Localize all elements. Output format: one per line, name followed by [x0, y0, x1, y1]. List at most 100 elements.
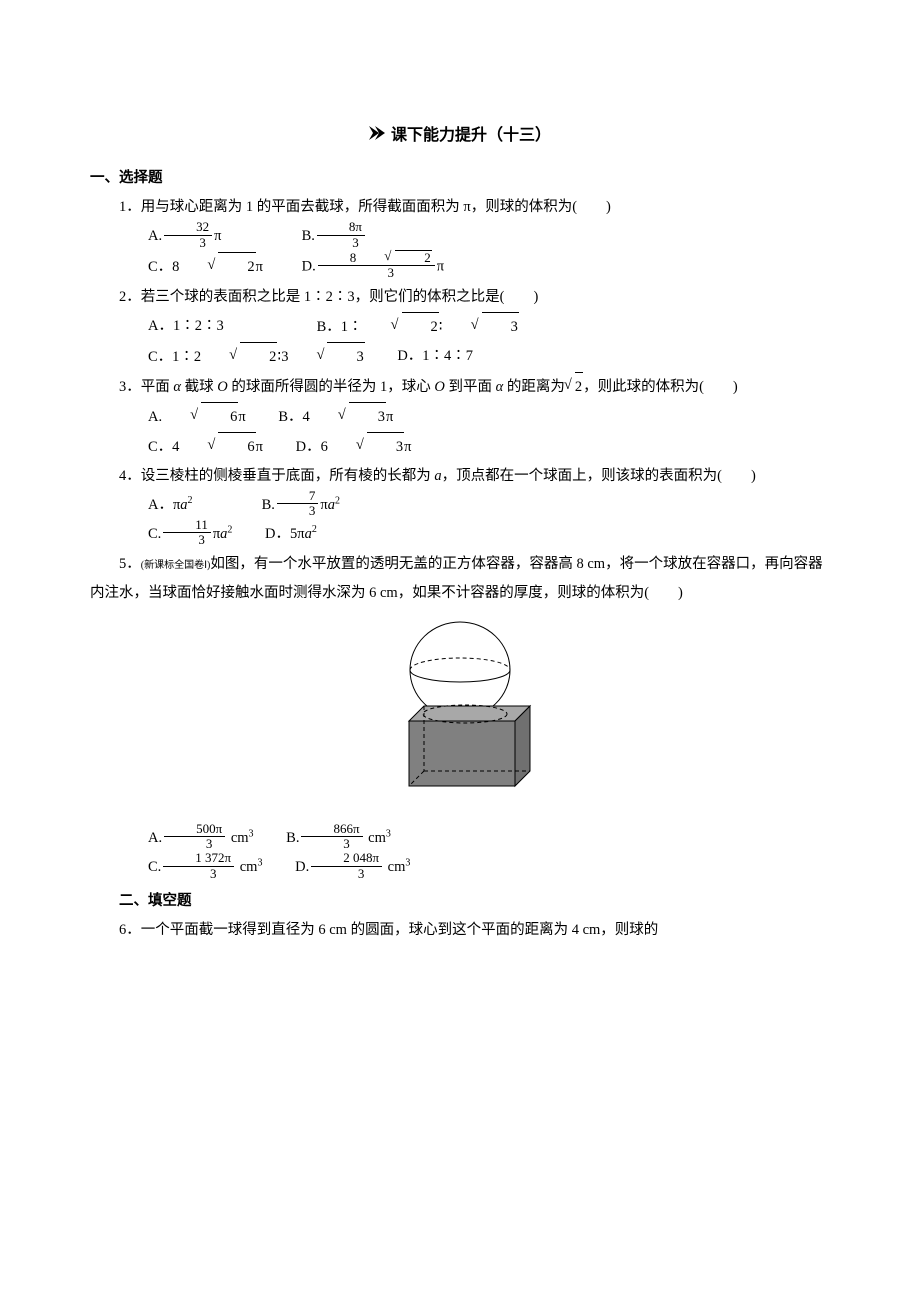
exp: 3	[405, 858, 410, 869]
suffix: π	[256, 439, 263, 455]
O: O	[434, 379, 444, 395]
q5-options-row1: A.500π3 cm3 B.866π3 cm3	[90, 824, 830, 854]
suffix: π	[437, 259, 444, 275]
numerator: 11	[163, 518, 211, 533]
sqrt: 2	[179, 252, 255, 282]
numerator: 500π	[164, 822, 225, 837]
t4: 到平面	[445, 379, 496, 395]
t1: 4．设三棱柱的侧棱垂直于底面，所有棱的长都为	[119, 468, 434, 484]
opt-label: C．1∶2	[148, 349, 201, 365]
title-text: 课下能力提升（十三）	[391, 127, 551, 144]
denominator: 3	[164, 236, 212, 250]
radicand: 3	[367, 432, 404, 462]
sqrt: 3	[310, 402, 386, 432]
opt-label: A.	[148, 830, 162, 846]
sqrt: 2	[201, 342, 277, 372]
q3-opt-c: C．4 6π	[119, 432, 263, 462]
q2-opt-d: D．1∶4∶7	[368, 342, 518, 371]
sqrt: 6	[179, 432, 255, 462]
exp: 2	[188, 495, 193, 506]
exp: 3	[386, 828, 391, 839]
q1-options-row1: A.323π B.8π3	[90, 222, 830, 252]
sqrt: 2	[565, 372, 583, 402]
q5-opt-b: B.866π3 cm3	[257, 824, 407, 854]
fraction: 113	[163, 518, 211, 548]
unit: cm	[365, 830, 386, 846]
section-1: 一、选择题	[90, 164, 830, 193]
opt-label: B.	[302, 228, 315, 244]
sqrt: 3	[443, 312, 519, 342]
fraction: 2 048π3	[311, 851, 382, 881]
question-4: 4．设三棱柱的侧棱垂直于底面，所有棱的长都为 a，顶点都在一个球面上，则该球的表…	[90, 462, 830, 491]
radicand: 6	[201, 402, 238, 432]
radicand: 3	[327, 342, 364, 372]
radicand: 6	[218, 432, 255, 462]
opt-label: B.	[286, 830, 299, 846]
q2-options-row2: C．1∶22∶33 D．1∶4∶7	[90, 342, 830, 372]
question-1: 1．用与球心距离为 1 的平面去截球，所得截面面积为 π，则球的体积为( )	[90, 193, 830, 222]
denominator: 3	[277, 504, 319, 518]
opt-label: B．4	[278, 409, 309, 425]
opt-label: C．	[148, 259, 172, 275]
q4-options-row2: C.113πa2 D．5πa2	[90, 520, 830, 550]
opt-label: A.	[148, 409, 162, 425]
unit: cm	[236, 859, 257, 875]
numerator: 1 372π	[163, 851, 234, 866]
denominator: 3	[317, 236, 365, 250]
fraction: 8π3	[317, 220, 365, 250]
radicand: 2	[218, 252, 255, 282]
q1-opt-d: D.823π	[273, 252, 444, 283]
suffix: π	[256, 259, 263, 275]
numerator: 82	[318, 250, 435, 266]
numerator: 7	[277, 489, 319, 504]
q3-options-row1: A.6π B．43π	[90, 402, 830, 432]
denominator: 3	[163, 867, 234, 881]
opt-label: D．6	[296, 439, 328, 455]
opt-label: D.	[295, 859, 309, 875]
sqrt: 3	[328, 432, 404, 462]
opt-label: B．1∶	[317, 319, 363, 335]
q4-options-row1: A．πa2 B.73πa2	[90, 491, 830, 521]
q1-opt-a: A.323π	[119, 222, 269, 252]
q5-options-row2: C.1 372π3 cm3 D.2 048π3 cm3	[90, 853, 830, 883]
q5-opt-c: C.1 372π3 cm3	[119, 853, 262, 883]
q3-opt-d: D．63π	[267, 432, 417, 462]
radicand: 3	[349, 402, 386, 432]
denominator: 3	[318, 266, 435, 280]
numerator: 866π	[301, 822, 362, 837]
radicand: 2	[395, 250, 432, 265]
t1: 3．平面	[119, 379, 173, 395]
q2-opt-c: C．1∶22∶33	[119, 342, 365, 372]
q5-opt-d: D.2 048π3 cm3	[266, 853, 416, 883]
suffix: π	[320, 497, 327, 513]
numerator: 2 048π	[311, 851, 382, 866]
alpha: α	[173, 379, 181, 395]
fraction: 823	[318, 250, 435, 281]
sqrt: 2	[363, 312, 439, 342]
fraction: 866π3	[301, 822, 362, 852]
q4-opt-c: C.113πa2	[119, 520, 232, 550]
t3: 的球面所得圆的半径为 1，球心	[228, 379, 435, 395]
opt-label: B.	[262, 497, 275, 513]
q1-opt-b: B.8π3	[273, 222, 423, 252]
suffix: π	[238, 409, 245, 425]
q5-opt-a: A.500π3 cm3	[119, 824, 254, 854]
fraction: 500π3	[164, 822, 225, 852]
question-5: 5．(新课标全国卷Ⅰ)如图，有一个水平放置的透明无盖的正方体容器，容器高 8 c…	[90, 550, 830, 608]
fraction: 323	[164, 220, 212, 250]
exp: 3	[249, 828, 254, 839]
sqrt: 6	[162, 402, 238, 432]
suffix: π	[214, 228, 221, 244]
exp: 2	[227, 524, 232, 535]
figure-sphere-cube	[90, 618, 830, 814]
denominator: 3	[164, 837, 225, 851]
suffix: π	[386, 409, 393, 425]
exp: 2	[335, 495, 340, 506]
var: a	[305, 526, 312, 542]
O: O	[217, 379, 227, 395]
opt-label: C．4	[148, 439, 179, 455]
fraction: 1 372π3	[163, 851, 234, 881]
section-2: 二、填空题	[90, 887, 830, 916]
question-6: 6．一个平面截一球得到直径为 6 cm 的圆面，球心到这个平面的距离为 4 cm…	[90, 916, 830, 945]
t2: ，顶点都在一个球面上，则该球的表面积为( )	[442, 468, 756, 484]
